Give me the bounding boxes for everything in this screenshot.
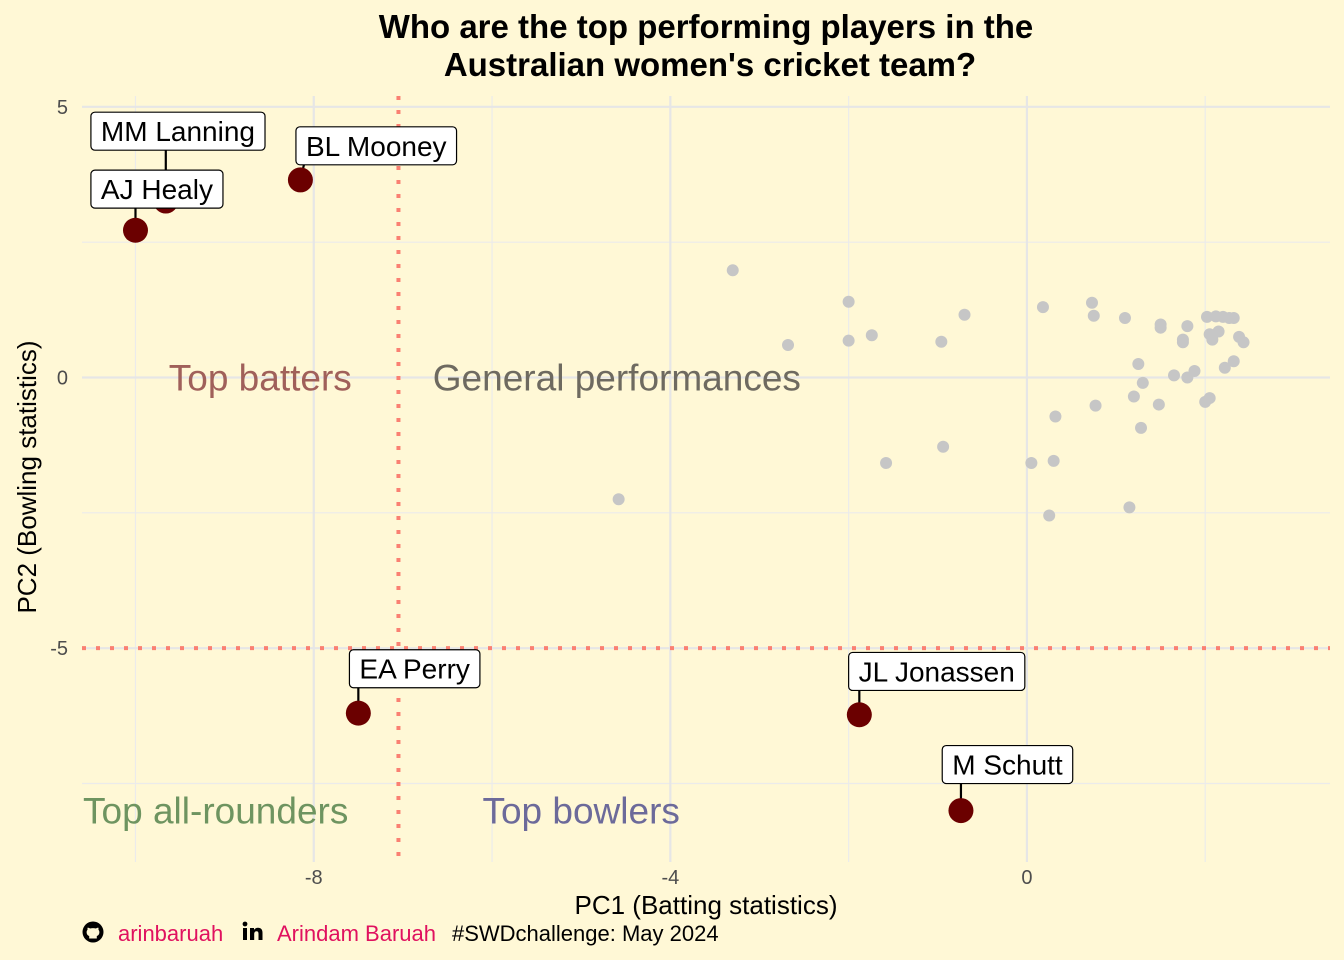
quadrant-label: General performances [433,357,801,398]
player-point [782,339,795,352]
quadrant-labels: Top batters General performances Top all-r… [83,357,801,831]
player-point [1043,509,1056,522]
player-point [935,335,948,348]
highlighted-players: MM Lanning AJ Healy BL Mooney EA Perry JL Jo… [90,111,1074,824]
player-point [1118,311,1131,324]
highlighted-player: AJ Healy [90,169,224,243]
player-label-text: BL Mooney [306,131,447,162]
player-point [1181,320,1194,333]
player-point [1132,357,1145,370]
player-point [1152,398,1165,411]
player-label-text: JL Jonassen [859,656,1015,687]
highlighted-point [846,702,872,728]
player-point [1135,421,1148,434]
player-label-text: AJ Healy [101,174,213,205]
highlighted-point [287,167,313,193]
x-tick-label: 0 [1021,867,1032,889]
y-tick-label: 0 [57,367,68,389]
caption-github-handle[interactable]: arinbaruah [118,921,223,946]
player-point [1085,296,1098,309]
x-axis-ticks: -8 -4 0 [305,867,1033,889]
x-tick-label: -8 [305,867,323,889]
player-point [865,329,878,342]
player-point [842,334,855,347]
chart-title-line-1: Who are the top performing players in th… [379,8,1034,45]
player-point [937,440,950,453]
chart-title-line-2: Australian women's cricket team? [444,46,976,83]
highlighted-player: MM Lanning [90,111,266,214]
caption-linkedin-name[interactable]: Arindam Baruah [277,921,436,946]
player-point [1036,301,1049,314]
player-point [1136,376,1149,389]
highlighted-player: EA Perry [345,649,481,726]
caption: arinbaruah Arindam Baruah #SWDchallenge:… [82,921,719,946]
player-point [612,493,625,506]
player-point [1218,361,1231,374]
player-label-box [941,744,1074,785]
player-point [1154,321,1167,334]
y-axis-ticks: 5 0 -5 [50,97,68,660]
player-point [1203,392,1216,405]
player-point [1025,457,1038,470]
player-point [726,264,739,277]
player-label-text: MM Lanning [101,116,255,147]
grid-lines [82,96,1330,862]
player-label-box [848,651,1026,692]
y-axis-title: PC2 (Bowling statistics) [12,340,42,613]
y-tick-label: 5 [57,97,68,119]
player-label-text: EA Perry [359,654,469,685]
player-point [1227,311,1240,324]
github-icon [82,921,104,943]
player-point [1200,310,1213,323]
player-label-text: M Schutt [952,750,1063,781]
player-label-box [90,169,224,209]
player-point [1212,325,1225,338]
highlighted-point [345,700,371,726]
highlighted-point [122,217,148,243]
player-point [1087,309,1100,322]
highlighted-point [948,798,974,824]
highlighted-player: BL Mooney [287,126,458,193]
player-point [1227,355,1240,368]
player-label-box [295,126,458,166]
player-point [1047,454,1060,467]
highlighted-player: M Schutt [941,744,1074,824]
player-point [880,457,893,470]
other-players-points [612,264,1250,522]
player-point [1123,501,1136,514]
y-tick-label: -5 [50,638,68,660]
caption-tag: #SWDchallenge: May 2024 [452,921,719,946]
linkedin-icon [242,921,263,940]
player-point [958,308,971,321]
player-point [1127,390,1140,403]
quadrant-label: Top all-rounders [83,791,348,832]
quadrant-label: Top bowlers [482,791,679,832]
player-point [1237,336,1250,349]
player-point [1206,333,1219,346]
player-point [1089,399,1102,412]
player-point [1176,336,1189,349]
player-point [1168,369,1180,382]
player-point [1049,410,1062,423]
reference-lines [82,96,1330,862]
quadrant-label: Top batters [169,357,352,398]
player-label-box [348,649,481,689]
player-label-box [90,111,266,151]
player-point [1188,365,1201,378]
x-axis-title: PC1 (Batting statistics) [575,890,838,920]
highlighted-player: JL Jonassen [846,651,1026,728]
player-point [842,295,855,308]
x-tick-label: -4 [661,867,679,889]
